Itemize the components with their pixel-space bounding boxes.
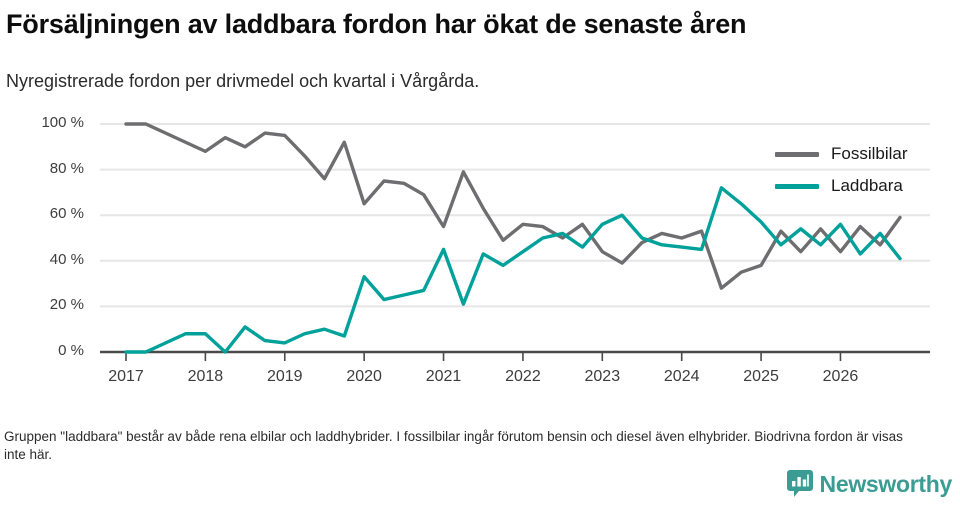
chart-legend: Fossilbilar Laddbara — [775, 138, 908, 202]
bar-chart-speech-bubble-icon — [786, 470, 813, 498]
legend-item-fossilbilar[interactable]: Fossilbilar — [775, 138, 908, 170]
legend-label: Fossilbilar — [831, 144, 908, 163]
y-axis-tick-label: 60 % — [49, 205, 84, 223]
y-axis-tick-label: 80 % — [49, 159, 84, 177]
legend-label: Laddbara — [831, 176, 903, 195]
y-axis-tick-label: 40 % — [49, 250, 84, 268]
series-line-fossilbilar — [124, 122, 902, 290]
x-axis-tick-label: 2022 — [505, 368, 541, 385]
x-axis-tick-label: 2017 — [108, 368, 144, 385]
x-axis-tick-label: 2020 — [346, 368, 382, 385]
x-axis-tick-label: 2023 — [584, 368, 621, 385]
y-axis-tick-label: 20 % — [49, 296, 84, 314]
chart-footnote: Gruppen "laddbara" består av både rena e… — [4, 429, 903, 462]
x-axis-tick-label: 2024 — [663, 368, 700, 385]
series-line-laddbara — [124, 186, 902, 354]
newsworthy-wordmark: Newsworthy — [819, 470, 953, 497]
legend-swatch — [775, 151, 819, 157]
line-plot — [0, 110, 960, 410]
x-axis-tick-label: 2018 — [187, 368, 224, 385]
legend-item-laddbara[interactable]: Laddbara — [775, 170, 908, 202]
page-title: Försäljningen av laddbara fordon har öka… — [6, 9, 747, 39]
chart-area: 0 % 20 % 40 % 60 % 80 % 100 % 2017 2018 2019 202… — [0, 110, 960, 410]
y-axis-tick-label: 100 % — [41, 114, 84, 131]
x-axis-tick-label: 2021 — [425, 368, 462, 385]
newsworthy-logo[interactable]: Newsworthy — [786, 470, 953, 498]
x-axis-tick-label: 2019 — [266, 368, 303, 385]
page-subtitle: Nyregistrerade fordon per drivmedel och … — [6, 71, 480, 91]
y-axis-tick-label: 0 % — [58, 342, 84, 359]
legend-swatch — [775, 183, 819, 189]
x-axis-tick-label: 2025 — [743, 368, 779, 385]
x-axis-tick-label: 2026 — [822, 368, 859, 385]
